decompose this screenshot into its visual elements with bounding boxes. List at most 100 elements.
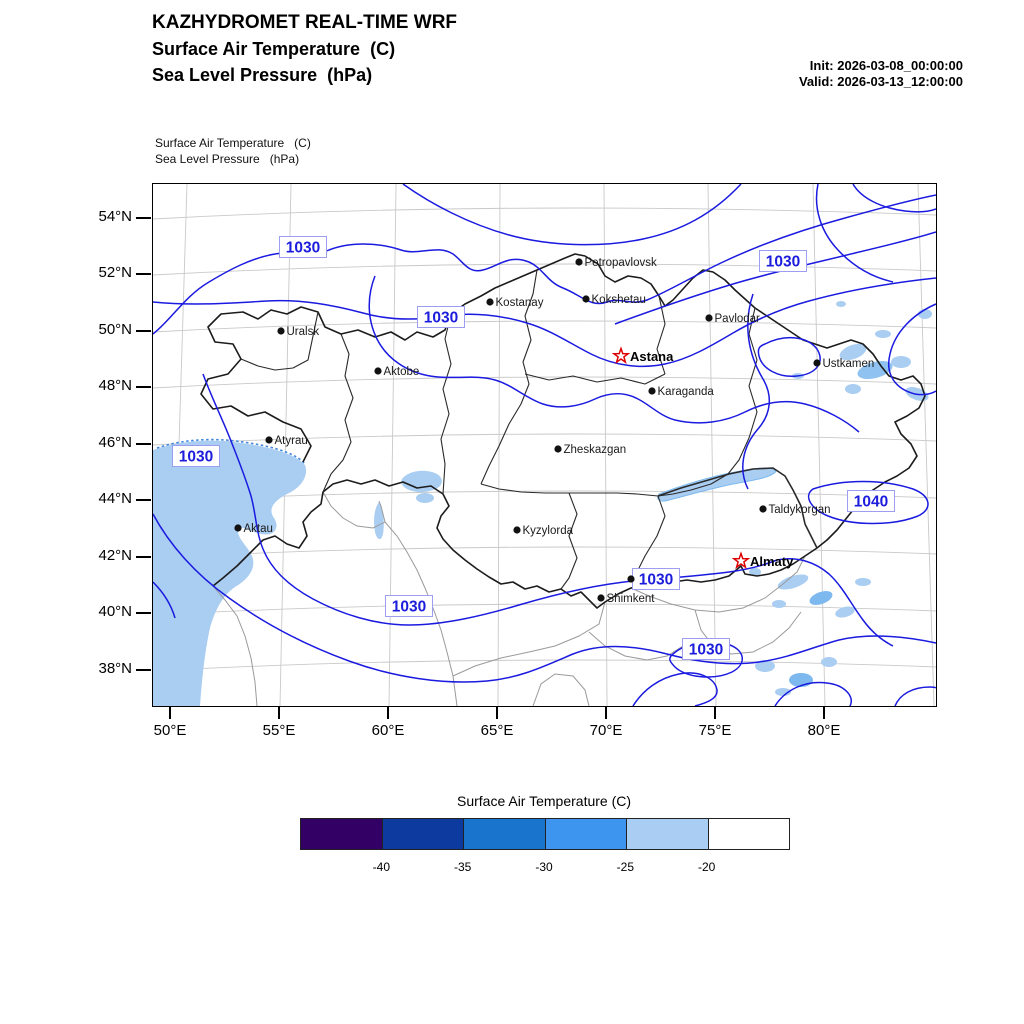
aral-sea-south	[416, 493, 434, 503]
colorbar-tick-label: -20	[697, 860, 716, 874]
city-label: Zheskazgan	[564, 444, 627, 456]
lat-tick-mark	[136, 330, 151, 332]
city-dot-marker	[705, 314, 713, 322]
pressure-label: 1030	[179, 449, 213, 466]
colorbar-segment	[707, 819, 789, 849]
colorbar-segment	[381, 819, 463, 849]
city-dot-marker	[575, 258, 583, 266]
lon-tick-label: 80°E	[807, 722, 841, 739]
city-label: Kyzylorda	[523, 525, 574, 537]
city-dot-marker	[486, 298, 494, 306]
city-label: Pavlodar	[715, 313, 761, 325]
lat-tick-label: 44°N	[98, 490, 132, 507]
lon-tick-label: 70°E	[589, 722, 623, 739]
city-label: Shimkent	[607, 593, 656, 605]
temperature-shading-layer	[749, 301, 932, 696]
city-label: Kostanay	[496, 297, 544, 309]
pressure-label: 1030	[392, 599, 426, 616]
lat-tick-mark	[136, 499, 151, 501]
pressure-label: 1040	[854, 494, 888, 511]
lat-tick-label: 50°N	[98, 321, 132, 338]
pressure-label-box	[682, 638, 730, 660]
city-label: Petropavlovsk	[585, 257, 657, 269]
city-label: Ustkamen	[823, 358, 875, 370]
city-label: Taldykorgan	[769, 504, 831, 516]
water-layer	[153, 438, 777, 706]
lat-tick-label: 52°N	[98, 264, 132, 281]
lat-tick-mark	[136, 443, 151, 445]
pressure-labels-layer: 1030 1030 1030 1030 1030 1030 1030 1040	[172, 236, 895, 660]
city-dot-marker	[648, 387, 656, 395]
title-block: KAZHYDROMET REAL-TIME WRF Surface Air Te…	[152, 10, 457, 88]
lon-tick-mark	[714, 706, 716, 719]
pressure-label-box	[172, 445, 220, 467]
kazakhstan-border	[200, 253, 926, 609]
pressure-label: 1030	[689, 642, 723, 659]
subtitle-pressure: Sea Level Pressure (hPa)	[152, 65, 373, 85]
pressure-label-box	[385, 595, 433, 617]
lon-tick-mark	[496, 706, 498, 719]
city-dot-marker	[759, 505, 767, 513]
city-label: Aktobe	[384, 366, 420, 378]
map-legend: Surface Air Temperature (C) Sea Level Pr…	[155, 135, 311, 167]
map-frame: 1030 1030 1030 1030 1030 1030 1030 1040 Petropa…	[152, 183, 937, 707]
lon-tick-mark	[823, 706, 825, 719]
colorbar-tick-label: -35	[453, 860, 472, 874]
lon-tick-label: 75°E	[698, 722, 732, 739]
pressure-label-box	[279, 236, 327, 258]
city-dot-marker	[265, 436, 273, 444]
pressure-label: 1030	[639, 572, 673, 589]
city-dot-marker	[813, 359, 821, 367]
lat-tick-mark	[136, 386, 151, 388]
country-borders-layer	[200, 253, 926, 609]
colorbar-tick-label: -40	[372, 860, 390, 874]
pressure-label: 1030	[766, 254, 800, 271]
subtitle-temperature: Surface Air Temperature (C)	[152, 39, 396, 59]
city-label: Aktau	[244, 523, 273, 535]
page-title: KAZHYDROMET REAL-TIME WRF	[152, 12, 458, 33]
oblast-borders-layer	[240, 269, 818, 590]
city-label: Atyrau	[275, 435, 308, 447]
map-legend-line1: Surface Air Temperature (C)	[155, 136, 311, 150]
colorbar-segment	[301, 819, 382, 849]
pressure-label-box	[417, 306, 465, 328]
city-dot-marker	[513, 526, 521, 534]
colorbar-tick-label: -30	[535, 860, 553, 874]
city-dot-marker	[597, 594, 605, 602]
city-dot-marker	[554, 445, 562, 453]
lake-balkhash	[657, 467, 777, 502]
run-time-block: Init: 2026-03-08_00:00:00 Valid: 2026-03…	[799, 58, 963, 90]
lat-tick-mark	[136, 217, 151, 219]
cities-layer: Petropavlovsk Kostanay Kokshetau Pavlodar Ur…	[234, 257, 874, 605]
map-svg: 1030 1030 1030 1030 1030 1030 1030 1040 Petropa…	[153, 184, 936, 706]
pressure-label-box	[759, 250, 807, 272]
lat-tick-label: 54°N	[98, 208, 132, 225]
city-dot-marker	[277, 327, 285, 335]
colorbar-segment	[626, 819, 708, 849]
aral-sliver	[374, 502, 384, 540]
lat-tick-label: 42°N	[98, 547, 132, 564]
init-time: Init: 2026-03-08_00:00:00	[809, 58, 963, 73]
lon-tick-label: 65°E	[480, 722, 514, 739]
colorbar-tick-label: -25	[616, 860, 634, 874]
lat-tick-mark	[136, 556, 151, 558]
lat-tick-mark	[136, 273, 151, 275]
pressure-label-box	[847, 490, 895, 512]
lat-tick-label: 46°N	[98, 434, 132, 451]
city-label: Almaty	[750, 554, 794, 569]
city-dot-marker	[234, 524, 242, 532]
neighbor-borders-layer	[212, 491, 806, 706]
pressure-contours-layer	[153, 184, 936, 706]
city-dot-marker	[582, 295, 590, 303]
pressure-label: 1030	[424, 310, 458, 327]
city-dot-marker	[627, 575, 635, 583]
colorbar	[300, 818, 790, 850]
city-label: Astana	[630, 349, 674, 364]
lon-tick-mark	[387, 706, 389, 719]
city-dot-marker	[374, 367, 382, 375]
city-star-marker	[731, 551, 751, 569]
lon-tick-mark	[169, 706, 171, 719]
city-star-marker	[611, 346, 631, 364]
lon-tick-label: 60°E	[371, 722, 405, 739]
